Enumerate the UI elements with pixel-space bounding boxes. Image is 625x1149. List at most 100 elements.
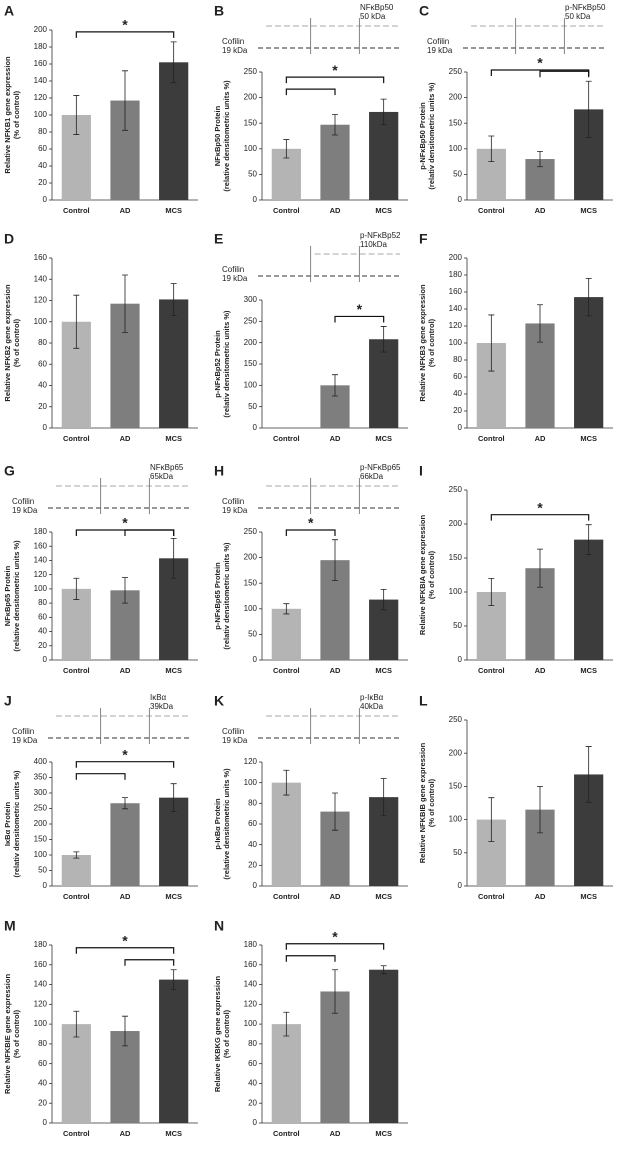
y-tick-label: 140 [449, 304, 463, 313]
bar [61, 855, 91, 886]
blot-target-kda: 110kDa [360, 240, 388, 249]
y-tick-label: 80 [38, 127, 47, 136]
significance-star: * [537, 55, 543, 71]
error-bar [380, 588, 387, 611]
y-tick-label: 150 [449, 553, 463, 562]
y-axis-label: NFκBp50 Protein [213, 105, 222, 166]
y-tick-label: 0 [458, 881, 463, 890]
significance-bracket [285, 88, 336, 96]
error-bar [488, 135, 495, 162]
error-bar [122, 797, 128, 810]
y-tick-label: 200 [449, 93, 463, 102]
error-bar [73, 95, 80, 135]
error-bar [380, 98, 387, 126]
panel: J IκBα Protein (relativ densitometric unit… [3, 693, 198, 901]
error-bar [283, 769, 290, 796]
y-tick-label: 180 [244, 940, 258, 949]
y-axis-label: Relative NFKBIE gene expression [3, 974, 12, 1094]
y-tick-label: 40 [38, 161, 47, 170]
y-axis-label: (% of control) [12, 318, 21, 367]
y-axis-label: (% of control) [427, 550, 436, 599]
significance-bracket [490, 69, 590, 76]
y-tick-label: 250 [449, 715, 463, 724]
x-tick-label: AD [535, 666, 546, 675]
x-tick-label: MCS [375, 1129, 392, 1138]
y-tick-label: 60 [248, 819, 257, 828]
y-tick-label: 0 [253, 655, 258, 664]
panel: N Relative IKBKG gene expression (% of con… [213, 918, 408, 1138]
y-axis-label: NFκBp65 Protein [3, 565, 12, 626]
significance-star: * [122, 17, 128, 33]
blot-target: NFκBp50 [360, 3, 394, 12]
blot-loading: Cofilin [12, 727, 34, 736]
x-tick-label: MCS [165, 206, 182, 215]
panel-letter: J [4, 693, 12, 709]
y-tick-label: 20 [248, 860, 257, 869]
y-tick-label: 40 [248, 1079, 257, 1088]
y-tick-label: 160 [34, 59, 48, 68]
blot-target-kda: 39kDa [150, 702, 174, 711]
y-tick-label: 300 [244, 295, 258, 304]
x-tick-label: MCS [580, 434, 597, 443]
blot-loading-kda: 19 kDa [222, 46, 248, 55]
x-tick-label: Control [63, 1129, 90, 1138]
y-tick-label: 50 [453, 621, 462, 630]
panel: Hp-NFκBp65 Protein (relativ densitometric… [213, 463, 408, 675]
significance-bracket [490, 514, 590, 521]
y-tick-label: 100 [449, 587, 463, 596]
y-tick-label: 120 [449, 321, 463, 330]
y-tick-label: 400 [34, 757, 48, 766]
bar [61, 1024, 91, 1123]
y-axis-label: (relativ densitometric units %) [222, 542, 231, 650]
x-tick-label: AD [120, 892, 131, 901]
blot-loading: Cofilin [222, 727, 244, 736]
bar [271, 782, 301, 886]
significance-bracket [75, 947, 175, 954]
significance-bracket [75, 773, 126, 780]
error-bar [585, 278, 592, 317]
error-bar [585, 746, 592, 803]
y-tick-label: 100 [244, 778, 258, 787]
x-tick-label: AD [120, 666, 131, 675]
panel: I Relative NFKBIA gene expression (% of co… [418, 463, 613, 675]
x-tick-label: MCS [375, 666, 392, 675]
y-tick-label: 60 [38, 612, 47, 621]
y-tick-label: 160 [34, 541, 48, 550]
y-tick-label: 0 [458, 423, 463, 432]
y-tick-label: 140 [34, 980, 48, 989]
y-tick-label: 100 [34, 584, 48, 593]
x-tick-label: MCS [375, 434, 392, 443]
y-axis-label: (relative densitometric units %) [222, 80, 231, 192]
y-tick-label: 80 [248, 1039, 257, 1048]
y-tick-label: 160 [449, 287, 463, 296]
significance-star: * [122, 515, 128, 531]
error-bar [332, 792, 338, 831]
blot-loading-kda: 19 kDa [427, 46, 453, 55]
blot-target-kda: 50 kDa [360, 12, 386, 21]
bar [369, 339, 399, 428]
significance-bracket [124, 529, 175, 536]
blot-loading: Cofilin [222, 265, 244, 274]
blot-loading-kda: 19 kDa [222, 736, 248, 745]
x-tick-label: AD [330, 892, 341, 901]
error-bar [170, 538, 177, 579]
panel: L Relative NFKBIB gene expression (% of co… [418, 693, 613, 901]
y-tick-label: 100 [449, 338, 463, 347]
y-axis-label: Relative IKBKG gene expression [213, 975, 222, 1092]
y-tick-label: 180 [449, 270, 463, 279]
y-tick-label: 150 [449, 782, 463, 791]
bar [574, 297, 604, 428]
y-tick-label: 100 [244, 144, 258, 153]
error-bar [283, 139, 290, 159]
panel: D Relative NFKB2 gene expression (% of con… [3, 231, 198, 443]
x-tick-label: MCS [165, 1129, 182, 1138]
panel-letter: K [214, 693, 224, 709]
y-tick-label: 0 [253, 881, 258, 890]
x-tick-label: Control [478, 434, 505, 443]
error-bar [122, 274, 128, 333]
significance-bracket [124, 959, 175, 966]
y-axis-label: (relativ densitometric units %) [427, 82, 436, 190]
y-tick-label: 120 [244, 757, 258, 766]
panel: Cp-NFκBp50 Protein (relativ densitometric… [418, 3, 613, 215]
